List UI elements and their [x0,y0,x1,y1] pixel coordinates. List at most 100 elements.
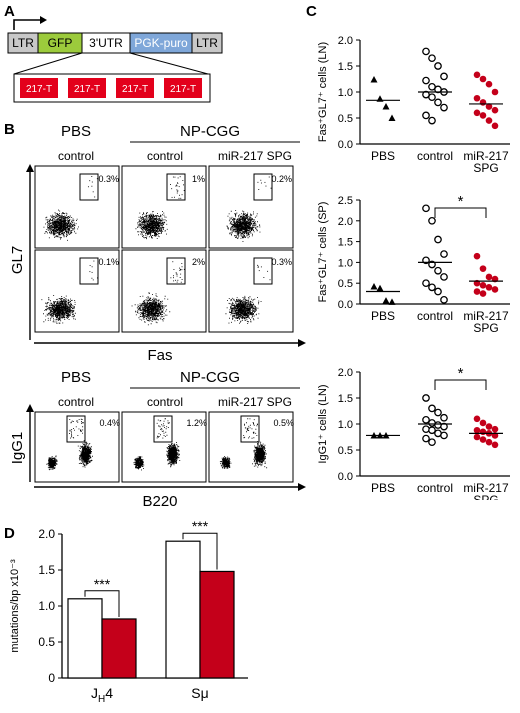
scatter-2-category: SPG [473,321,498,335]
scatter-1-ytick: 2.0 [338,35,353,47]
scatter-1-ytick: 0.0 [338,139,353,151]
scatter-2-point-mir217 [479,281,487,289]
flow-plot-top-r1-c3 [208,165,294,249]
scatter-2-point-pbs [388,298,396,305]
scatter-2-point-control [428,216,436,225]
flow-plot-top-r2-c3 [208,249,294,333]
gate-bottom-c2 [153,415,173,443]
scatter-3-point-mir217 [491,441,499,449]
bar-2-1 [165,540,201,679]
scatter-1-point-pbs [370,76,378,83]
scatter-2-point-pbs [376,284,384,292]
panel-a-label: A [4,3,15,20]
gate-top-r1-c3 [253,173,273,201]
gate-top-r1-c2 [166,173,186,201]
scatter-2-point-control [440,295,448,304]
bottom-x-axis-label: B220 [142,493,177,510]
scatter-3-point-control [434,408,442,417]
bar-ytick: 0.5 [38,635,55,649]
scatter-1-point-mir217 [473,109,481,117]
scatter-2-point-control [428,283,436,292]
bar-ytick: 1.5 [38,563,55,577]
scatter-2-point-mir217 [485,273,493,281]
scatter-1-point-mir217 [473,94,481,102]
target-sites: 217-T 217-T 217-T 217-T [20,78,202,98]
scatter-3-point-mir217 [485,438,493,446]
scatter-1-point-control [422,111,430,120]
target-site-2: 217-T [74,84,100,95]
scatter-1-point-mir217 [479,112,487,119]
scatter-3-ytick: 0.0 [338,471,353,483]
scatter-2-point-mir217 [479,290,487,297]
scatter-1-point-mir217 [485,117,493,124]
gate-top-r2-c1 [79,257,99,285]
scatter-2-ytick: 2.0 [338,216,353,228]
promoter-arrow-icon [13,19,40,30]
construct-gfp: GFP [48,36,73,50]
bottom-pct-3: 0.5% [273,418,294,428]
top-pct-r1-2: 1% [192,174,205,184]
scatter-1-point-mir217 [485,80,493,88]
bottom-group-pbs: PBS [61,369,91,386]
gate-bottom-c3 [240,415,260,443]
scatter-3-ytick: 2.0 [338,367,353,379]
bar-chart: 0 0.5 1.0 1.5 2.0 mutations/bp x10⁻³ *** JH4 ***… [9,520,248,705]
scatter-3-point-control [428,426,436,435]
scatter-2-category: control [417,309,453,323]
construct-ltr-left: LTR [12,36,34,50]
scatter-2-significance: * [458,193,464,210]
bottom-condition-1: control [58,395,94,409]
bar-significance-2: *** [192,520,209,534]
panel-d-label: D [4,525,15,542]
top-condition-2: control [147,149,183,163]
bar-ytick: 0 [48,671,55,685]
scatter-3-point-mir217 [479,436,487,443]
bar-bracket-1 [84,590,120,617]
scatter-3-point-mir217 [473,415,481,423]
scatter-plot-2: 0.0 0.5 1.0 1.5 2.0 2.5 Fas⁺GL7⁺ cells (SP) PBS… [317,193,510,335]
scatter-3-point-control [422,425,430,434]
scatter-1-point-mir217 [491,88,499,96]
flow-plot-top-r1-c2 [121,165,207,249]
scatter-1-point-control [428,116,436,125]
scatter-1-ytick: 1.0 [338,87,353,99]
scatter-2-ytick: 1.0 [338,257,353,269]
bar-1-1 [67,598,103,679]
top-pct-r1-3: 0.2% [271,174,292,184]
scatter-1-point-mir217 [491,122,499,130]
scatter-1-point-control [422,47,430,56]
scatter-3-point-control [440,413,448,422]
scatter-2-ytick: 2.5 [338,195,353,207]
target-site-4: 217-T [170,84,196,95]
scatter-1-ylabel: Fas⁺GL7⁺ cells (LN) [317,42,329,142]
scatter-2-point-pbs [382,297,390,304]
scatter-1-point-control [434,98,442,107]
scatter-1-point-mir217 [473,71,481,79]
flow-plot-top-r1-c1 [34,165,120,249]
panel-c: C 0.0 0.5 1.0 1.5 2.0 Fas⁺GL7⁺ cells (LN) PBS c… [306,3,510,500]
flow-plot-top-r2-c2 [121,249,207,333]
panel-a: A LTR GFP 3'UTR PGK-puro LTR 217-T 217-T… [4,3,223,103]
scatter-1-point-mir217 [479,75,487,83]
bottom-y-axis-label: IgG1 [9,432,26,465]
scatter-3-point-control [428,404,436,413]
top-group-np-cgg: NP-CGG [180,123,240,140]
scatter-2-bracket [434,207,487,218]
top-y-axis-label: GL7 [9,246,26,274]
scatter-2-point-mir217 [485,284,493,291]
panel-b: B PBS NP-CGG control control miR-217 SPG… [4,121,306,510]
scatter-1-ytick: 0.5 [338,113,353,125]
gate-top-r2-c2 [166,257,186,285]
scatter-2-point-control [434,287,442,296]
panel-d: D 0 0.5 1.0 1.5 2.0 mutations/bp x10⁻³ *** JH4 *… [4,520,248,705]
scatter-2-point-mir217 [473,252,481,260]
scatter-3-category: miR-217 [463,481,509,495]
scatter-2-point-pbs [370,283,378,290]
scatter-3-point-mir217 [479,419,487,427]
bar-significance-1: *** [94,576,111,592]
bar-category-1: JH4 [91,685,113,705]
target-site-3: 217-T [122,84,148,95]
scatter-1-point-pbs [382,103,390,110]
construct-3utr: 3'UTR [89,36,123,50]
bottom-condition-3: miR-217 SPG [218,395,292,409]
